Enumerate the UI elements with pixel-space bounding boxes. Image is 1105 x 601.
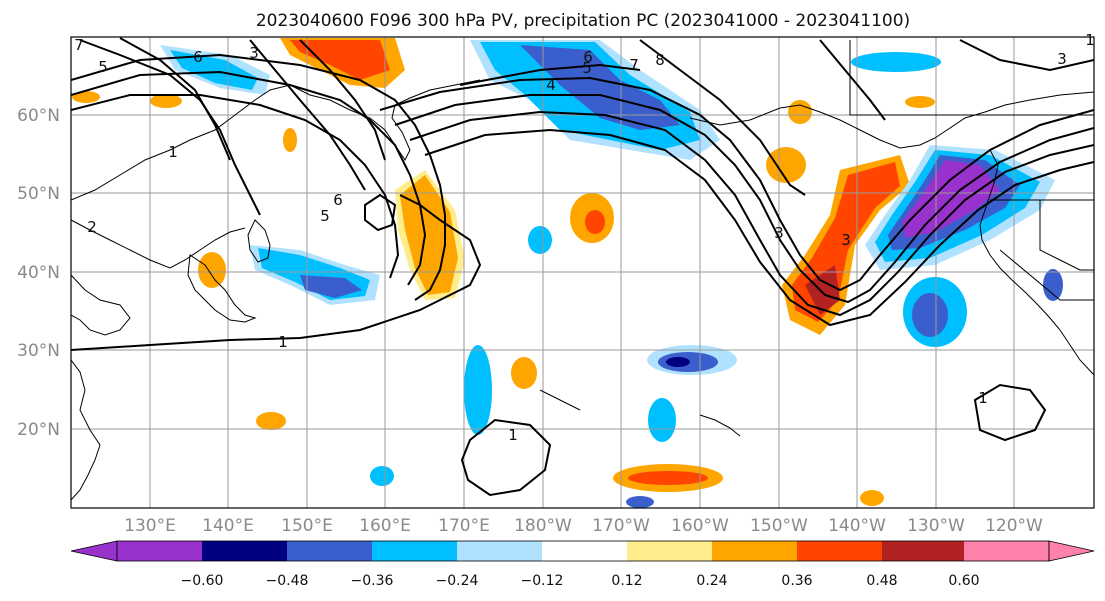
precip-blob-9	[511, 357, 537, 389]
colorbar-segment	[627, 541, 712, 561]
contour-label: 5	[582, 59, 592, 77]
lon-label: 140°W	[828, 516, 886, 536]
contour-label: 1	[278, 333, 288, 351]
lon-label: 170°E	[438, 516, 490, 536]
lat-label: 40°N	[17, 263, 60, 283]
precip-blob-10	[464, 345, 492, 435]
precip-blob-15	[860, 490, 884, 506]
colorbar-tick-label: −0.24	[436, 573, 479, 589]
precip-region-kamchatka-core	[290, 40, 390, 80]
colorbar-tick-label: 0.24	[696, 573, 727, 589]
contour-label: 6	[193, 48, 203, 66]
contour-labels: 7 6 5 3 1 1 6 5 4 5 6 7 8 3 3 1 2 1 1 3	[74, 31, 1095, 444]
precip-blob-21-core	[912, 293, 948, 337]
colorbar-tick-label: 0.36	[781, 573, 812, 589]
contour-label: 1	[508, 426, 518, 444]
pv-contours	[71, 37, 1094, 497]
lon-label: 130°W	[907, 516, 965, 536]
precip-blob-20	[1043, 269, 1063, 301]
lon-label: 170°W	[592, 516, 650, 536]
colorbar-segment	[882, 541, 964, 561]
contour-label: 3	[774, 224, 784, 242]
precip-blob-12	[648, 398, 676, 442]
colorbar-segment	[457, 541, 542, 561]
colorbar: −0.60 −0.48 −0.36 −0.24 −0.12 0.12 0.24 …	[70, 540, 1095, 589]
contour-label: 8	[655, 51, 665, 69]
precip-blob-2	[528, 226, 552, 254]
contour-label: 3	[249, 44, 259, 62]
contour-label: 1	[1085, 31, 1095, 49]
precip-blob-13-core	[628, 471, 708, 485]
lat-label: 50°N	[17, 184, 60, 204]
colorbar-extend-low	[70, 540, 118, 562]
colorbar-segment	[117, 541, 202, 561]
precip-region-okhotsk-core	[170, 50, 258, 90]
coastlines	[71, 40, 1094, 501]
colorbar-tick-label: 0.60	[948, 573, 979, 589]
lon-label: 150°W	[750, 516, 808, 536]
figure-title: 2023040600 F096 300 hPa PV, precipitatio…	[256, 11, 910, 31]
lat-label: 20°N	[17, 420, 60, 440]
lon-label: 140°E	[202, 516, 254, 536]
precip-region-japan-inner	[300, 275, 362, 298]
precip-shading	[72, 38, 1063, 508]
precip-blob-7	[256, 412, 286, 430]
contour-label: 6	[333, 191, 343, 209]
contour-label: 2	[87, 218, 97, 236]
precip-region-trough-positive-inner	[805, 265, 840, 315]
colorbar-segment	[797, 541, 882, 561]
colorbar-tick-label: −0.36	[351, 573, 394, 589]
colorbar-tick-label: −0.48	[266, 573, 309, 589]
precip-blob-5	[150, 94, 182, 108]
colorbar-segment	[372, 541, 457, 561]
colorbar-frame	[116, 540, 1050, 562]
lat-label: 30°N	[17, 341, 60, 361]
longitude-labels: 130°E 140°E 150°E 160°E 170°E 180°W 170°…	[124, 516, 1043, 536]
contour-label: 6	[583, 48, 593, 66]
precip-blob-6	[72, 91, 100, 103]
lat-label: 60°N	[17, 106, 60, 126]
colorbar-segment	[287, 541, 372, 561]
precip-region-aleutian-inner	[520, 45, 680, 130]
contour-label: 1	[168, 143, 178, 161]
contour-label: 3	[1057, 50, 1067, 68]
colorbar-segment	[542, 541, 627, 561]
colorbar-segment	[712, 541, 797, 561]
precip-blob-19	[851, 52, 941, 72]
colorbar-segment	[964, 541, 1049, 561]
precip-blob-18	[905, 96, 935, 108]
contour-label: 7	[629, 56, 639, 74]
lon-label: 160°W	[671, 516, 729, 536]
lon-label: 180°W	[514, 516, 572, 536]
colorbar-tick-label: −0.60	[181, 573, 224, 589]
precip-blob-4	[283, 128, 297, 152]
contour-label: 7	[74, 36, 84, 54]
contour-label: 1	[978, 389, 988, 407]
colorbar-tick-label: 0.48	[866, 573, 897, 589]
precip-blob-1-core	[585, 210, 605, 234]
colorbar-tick-label: −0.12	[521, 573, 564, 589]
map-frame	[70, 36, 1095, 509]
colorbar-tick-label: 0.12	[611, 573, 642, 589]
precip-blob-11-inner	[666, 357, 690, 367]
lon-label: 120°W	[985, 516, 1043, 536]
latitude-labels: 60°N 50°N 40°N 30°N 20°N	[17, 106, 60, 440]
precip-blob-3	[198, 252, 226, 288]
lon-label: 160°E	[359, 516, 411, 536]
precip-blob-14	[626, 496, 654, 508]
graticule	[71, 37, 1094, 508]
lon-label: 130°E	[124, 516, 176, 536]
contour-label: 5	[320, 207, 330, 225]
precip-blob-8	[370, 466, 394, 486]
lon-label: 150°E	[281, 516, 333, 536]
contour-label: 4	[546, 76, 556, 94]
contour-label: 3	[841, 231, 851, 249]
colorbar-segment	[202, 541, 287, 561]
colorbar-extend-high	[1048, 540, 1095, 562]
contour-label: 5	[98, 58, 108, 76]
precip-blob-17	[788, 100, 812, 124]
precip-blob-16	[766, 147, 806, 183]
